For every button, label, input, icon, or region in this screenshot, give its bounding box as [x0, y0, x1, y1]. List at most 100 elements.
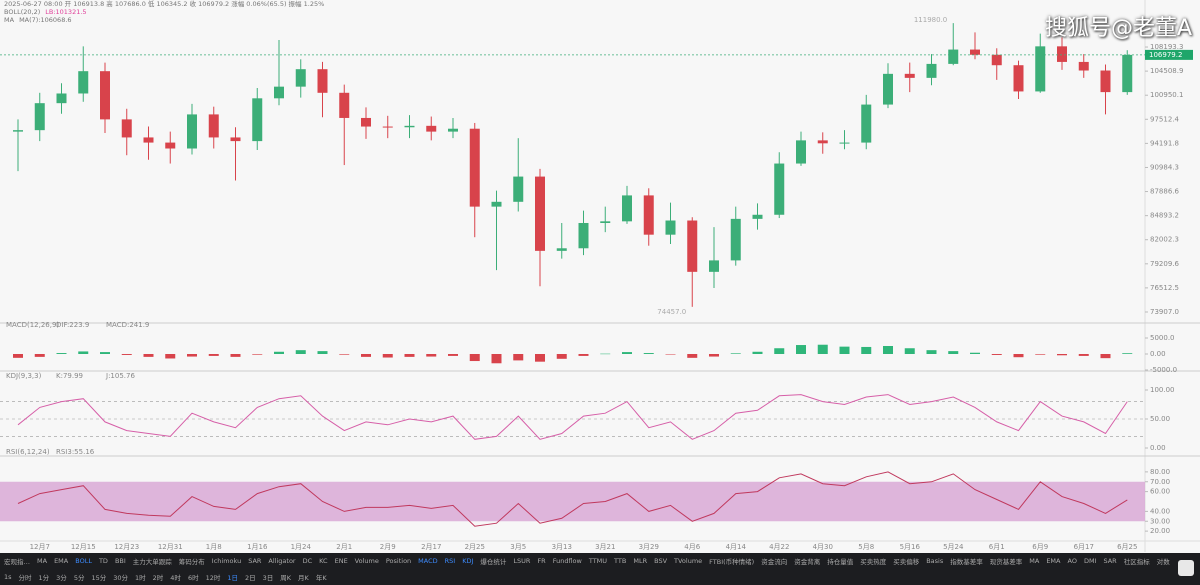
- toolbar-item[interactable]: 资金背离: [794, 558, 821, 566]
- macd-bar: [839, 346, 850, 354]
- candle-body: [643, 195, 654, 235]
- toolbar-item[interactable]: DMI: [1083, 557, 1097, 565]
- candle-body: [535, 176, 545, 251]
- x-tick-label: 2月9: [380, 543, 396, 551]
- toolbar-item[interactable]: TD: [98, 557, 108, 565]
- toolbar-item[interactable]: MACD: [418, 557, 438, 565]
- toolbar-item[interactable]: FR: [537, 557, 546, 565]
- toolbar-item[interactable]: 4时: [170, 574, 181, 582]
- y-tick-label: 70.00: [1150, 478, 1170, 486]
- toolbar-item[interactable]: SAR: [1103, 557, 1117, 565]
- toolbar-item[interactable]: TTMU: [588, 557, 608, 565]
- toolbar-item[interactable]: Fundflow: [552, 557, 582, 565]
- chart: 108193.3 104508.9 100950.1 97512.4 94191.8 90…: [0, 0, 1200, 553]
- candle-body: [208, 114, 219, 138]
- toolbar-item[interactable]: TVolume: [674, 557, 703, 565]
- toolbar-item[interactable]: 1时: [135, 574, 146, 582]
- toolbar-item[interactable]: Position: [385, 557, 412, 565]
- toolbar-item[interactable]: KDJ: [462, 557, 474, 565]
- toolbar-item[interactable]: RSI: [444, 557, 456, 565]
- toolbar-item[interactable]: 3日: [262, 574, 274, 582]
- toolbar-item[interactable]: FTBI(币种情绪): [709, 558, 755, 566]
- macd-bar: [861, 346, 872, 354]
- candle-body: [817, 140, 828, 144]
- toolbar-item[interactable]: Basis: [926, 557, 944, 565]
- toolbar-item[interactable]: 指数基差率: [950, 558, 983, 566]
- candle-body: [926, 63, 937, 78]
- toolbar-item[interactable]: DC: [302, 557, 313, 565]
- toolbar-item[interactable]: MA: [37, 557, 48, 565]
- y-tick-label: -5000.0: [1150, 366, 1177, 374]
- toolbar-item[interactable]: 社区指标: [1123, 558, 1150, 566]
- panel-legend: RSI(6,12,24): [6, 448, 50, 456]
- macd-bar: [1013, 354, 1024, 358]
- toolbar-item[interactable]: 现货基差率: [989, 558, 1023, 566]
- candle-body: [730, 218, 741, 261]
- toolbar-item[interactable]: 30分: [113, 574, 129, 582]
- toolbar-item[interactable]: 对数: [1156, 558, 1170, 566]
- toolbar-item[interactable]: KC: [319, 557, 328, 565]
- toolbar-item[interactable]: 2时: [152, 574, 164, 582]
- x-tick-label: 5月8: [858, 543, 874, 551]
- toolbar-item[interactable]: AO: [1067, 557, 1077, 565]
- toolbar-item[interactable]: 1日: [227, 574, 238, 582]
- x-tick-label: 5月24: [943, 543, 964, 551]
- toolbar-item[interactable]: MLR: [633, 557, 648, 565]
- toolbar-item[interactable]: 筹码分布: [178, 558, 205, 566]
- macd-bar: [143, 354, 154, 357]
- toolbar-item[interactable]: 1分: [38, 574, 50, 582]
- y-tick-label: 82002.3: [1150, 236, 1179, 244]
- toolbar-item[interactable]: EMA: [1046, 557, 1061, 565]
- toolbar-item[interactable]: LSUR: [513, 557, 531, 565]
- x-tick-label: 1月16: [247, 543, 268, 551]
- macd-bar: [643, 353, 654, 354]
- macd-bar: [1122, 353, 1133, 354]
- toolbar: 宏观指… MA EMA BOLL TD BBI 主力大单跟踪 筹码分布 Ichimoku SAR A…: [0, 553, 1200, 585]
- toolbar-item[interactable]: 资金流向: [761, 558, 788, 566]
- macd-bar: [709, 354, 719, 357]
- toolbar-item[interactable]: 宏观指…: [4, 558, 30, 566]
- toolbar-item[interactable]: 6时: [187, 574, 199, 582]
- toolbar-item[interactable]: 买卖热度: [860, 558, 887, 566]
- toolbar-item[interactable]: 12时: [205, 574, 221, 582]
- candle-body: [991, 54, 1002, 66]
- toolbar-item[interactable]: Ichimoku: [211, 557, 242, 565]
- y-tick-label: 94191.8: [1150, 139, 1179, 147]
- toolbar-item[interactable]: 3分: [56, 574, 67, 582]
- toolbar-item[interactable]: 1s: [4, 573, 12, 581]
- macd-bar: [796, 345, 806, 354]
- toolbar-item[interactable]: 主力大单跟踪: [132, 558, 172, 566]
- macd-bar: [317, 351, 328, 354]
- toolbar-item[interactable]: BOLL: [75, 557, 92, 565]
- toolbar-item[interactable]: 持仓量值: [827, 558, 854, 566]
- toolbar-item[interactable]: Alligator: [268, 557, 296, 565]
- toolbar-item[interactable]: 周K: [280, 574, 292, 582]
- app-logo[interactable]: [1178, 560, 1194, 576]
- toolbar-item[interactable]: MA: [1029, 557, 1040, 565]
- toolbar-item[interactable]: 5分: [73, 574, 85, 582]
- candle-body: [839, 142, 850, 144]
- toolbar-item[interactable]: ENE: [334, 557, 348, 565]
- toolbar-item[interactable]: BSV: [654, 557, 668, 565]
- toolbar-item[interactable]: 爆仓统计: [480, 558, 507, 566]
- toolbar-item[interactable]: TTB: [614, 557, 627, 565]
- x-tick-label: 4月6: [684, 543, 700, 551]
- toolbar-item[interactable]: 分时: [18, 574, 32, 582]
- toolbar-item[interactable]: SAR: [248, 557, 262, 565]
- x-tick-label: 12月7: [30, 543, 50, 551]
- toolbar-item[interactable]: 15分: [91, 574, 107, 582]
- toolbar-item[interactable]: Volume: [354, 557, 379, 565]
- toolbar-item[interactable]: 2日: [245, 574, 256, 582]
- y-tick-label: 97512.4: [1150, 115, 1179, 123]
- toolbar-item[interactable]: EMA: [54, 557, 69, 565]
- y-tick-label: 104508.9: [1150, 67, 1183, 75]
- toolbar-item[interactable]: 年K: [315, 574, 327, 582]
- toolbar-item[interactable]: 月K: [298, 574, 309, 582]
- x-tick-label: 12月23: [114, 543, 139, 551]
- y-tick-label: 5000.0: [1150, 334, 1175, 342]
- y-tick-label: 30.00: [1150, 517, 1170, 525]
- toolbar-item[interactable]: 买卖偏移: [893, 558, 920, 566]
- candle-body: [1100, 70, 1111, 93]
- candle-body: [13, 130, 23, 132]
- toolbar-item[interactable]: BBI: [114, 557, 126, 565]
